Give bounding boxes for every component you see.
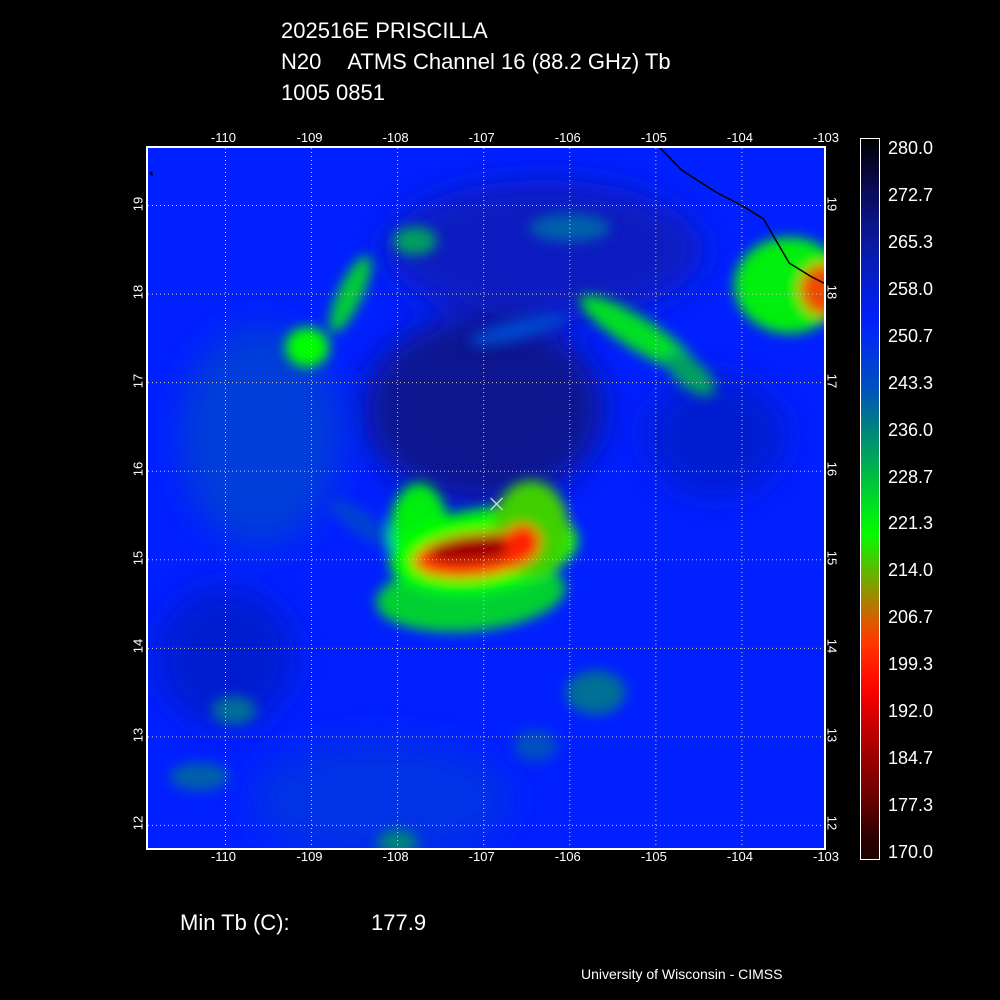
lon-tick-label-bottom: -110 <box>210 849 236 864</box>
colorbar-label: 272.7 <box>888 184 934 205</box>
lat-tick-label-left: 16 <box>130 461 146 477</box>
colorbar-label: 236.0 <box>888 419 934 440</box>
central-cold-dome <box>363 314 604 505</box>
lon-tick-label-top: -104 <box>726 130 753 145</box>
storm-center-marker <box>490 497 504 511</box>
colorbar-label: 265.3 <box>888 231 934 252</box>
bottom-cell <box>377 829 418 848</box>
tb-field-svg <box>148 148 824 848</box>
lat-tick-label-right: 15 <box>824 550 840 565</box>
lon-tick-label-top: -105 <box>640 130 667 145</box>
lon-tick-label-top: -106 <box>554 130 581 145</box>
southwest-cell <box>212 696 257 725</box>
lon-tick-label-top: -103 <box>812 130 840 145</box>
colorbar-label: 206.7 <box>888 607 934 628</box>
northwest-band <box>329 255 372 333</box>
lat-tick-label-left: 14 <box>130 639 146 654</box>
colorbar <box>860 138 880 860</box>
lon-tick-label-bottom: -104 <box>726 849 753 864</box>
lat-tick-label-left: 13 <box>130 727 146 743</box>
lon-tick-label-bottom: -109 <box>296 849 323 864</box>
storm-title: 202516E PRISCILLA <box>281 18 488 43</box>
lat-tick-label-left: 18 <box>130 284 146 300</box>
far-southwest-cell <box>169 762 230 791</box>
lon-tick-label-bottom: -106 <box>554 849 581 864</box>
north-cell <box>392 226 437 255</box>
colorbar-label: 228.7 <box>888 466 934 487</box>
min-tb-label: Min Tb (C): <box>180 910 290 935</box>
south-dim-region <box>250 738 511 848</box>
lat-tick-label-right: 13 <box>824 727 840 743</box>
colorbar-label: 184.7 <box>888 748 934 769</box>
lat-lon-grid <box>148 148 824 848</box>
lat-tick-label-left: 19 <box>130 196 146 211</box>
south-center-cell <box>513 729 558 762</box>
colorbar-label: 243.3 <box>888 372 934 393</box>
north-band <box>580 295 697 373</box>
min-tb-value: 177.9 <box>371 910 427 935</box>
west-dim-region <box>179 325 340 546</box>
lat-tick-label-left: 12 <box>130 816 146 831</box>
eyewall-east-red <box>504 524 541 561</box>
colorbar-label: 170.0 <box>888 842 934 862</box>
lat-tick-label-right: 14 <box>824 639 840 654</box>
west-streak <box>329 499 397 550</box>
credit-text: University of Wisconsin - CIMSS <box>581 966 783 982</box>
lat-tick-label-right: 17 <box>824 373 840 388</box>
lat-tick-label-left: 15 <box>130 550 146 565</box>
island-outline <box>149 171 154 176</box>
lon-tick-label-top: -110 <box>210 130 236 145</box>
upper-cold-region <box>383 179 704 320</box>
colorbar-label: 221.3 <box>888 513 934 534</box>
northeast-coastal-red <box>799 263 824 316</box>
southwest-cold-region <box>155 587 296 728</box>
colorbar-label: 214.0 <box>888 560 934 581</box>
upper-band-edge <box>469 313 567 346</box>
lon-tick-label-bottom: -107 <box>468 849 495 864</box>
lon-tick-label-top: -107 <box>468 130 495 145</box>
south-cell <box>565 670 626 715</box>
lat-tick-label-right: 16 <box>824 461 840 477</box>
colorbar-label: 280.0 <box>888 138 934 158</box>
eyewall-core <box>429 535 521 563</box>
observation-datetime: 1005 0851 <box>281 80 385 105</box>
lon-tick-label-top: -109 <box>296 130 323 145</box>
tb-regions <box>155 179 787 848</box>
west-cell <box>285 327 330 368</box>
colorbar-label: 199.3 <box>888 654 934 675</box>
north-band-tail <box>665 351 715 396</box>
lon-tick-label-bottom: -108 <box>382 849 409 864</box>
instrument-channel: ATMS Channel 16 (88.2 GHz) Tb <box>347 49 671 74</box>
northeast-coastal-green <box>734 237 824 334</box>
lon-tick-label-bottom: -103 <box>812 849 840 864</box>
lat-tick-label-right: 19 <box>824 196 840 211</box>
sensor-title: N20 ATMS Channel 16 (88.2 GHz) Tb <box>281 49 671 75</box>
satellite-name: N20 <box>281 49 322 74</box>
lon-tick-label-top: -108 <box>382 130 409 145</box>
east-cold-patch <box>646 375 787 496</box>
brightness-temperature-map <box>146 146 826 850</box>
lon-tick-label-bottom: -105 <box>640 849 667 864</box>
lat-tick-label-right: 12 <box>824 816 840 831</box>
colorbar-label: 192.0 <box>888 701 934 722</box>
colorbar-label: 258.0 <box>888 278 934 299</box>
lat-tick-label-left: 17 <box>130 373 146 388</box>
north-mid-cell <box>529 213 610 242</box>
colorbar-label: 177.3 <box>888 795 934 816</box>
colorbar-label: 250.7 <box>888 325 934 346</box>
coastline <box>659 148 824 285</box>
convective-features <box>169 213 824 848</box>
lat-tick-label-right: 18 <box>824 284 840 300</box>
